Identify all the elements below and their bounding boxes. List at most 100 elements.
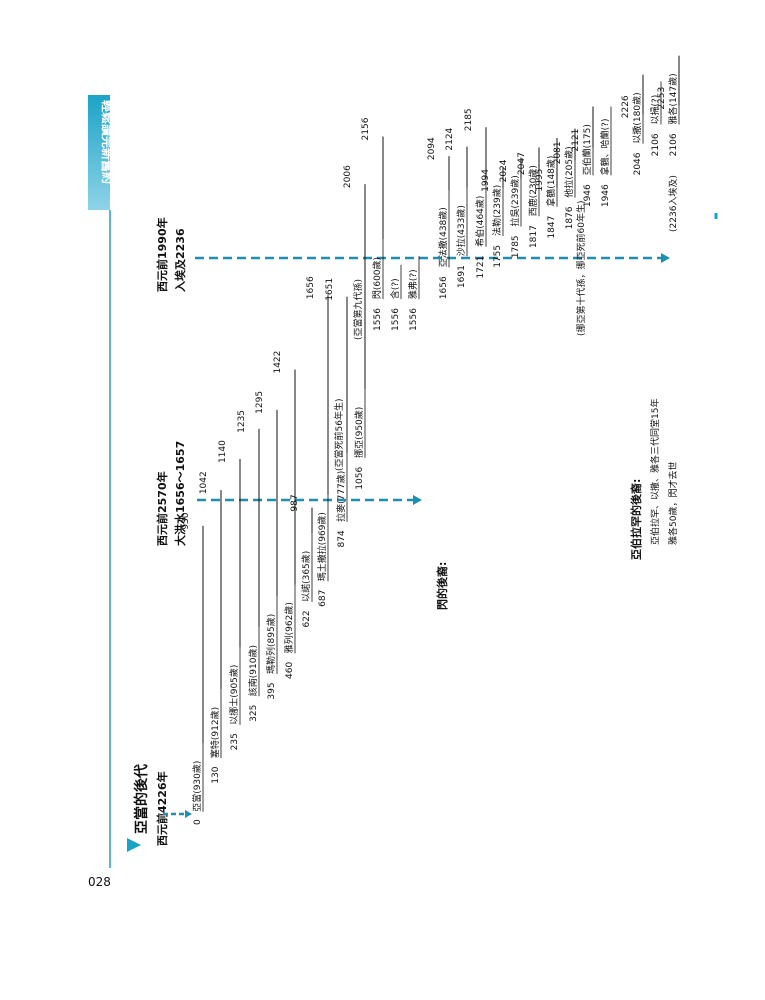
shem-line-row: 1847 拿鶴(148歲)1995 <box>535 137 558 239</box>
shem-line-row: 1755 法勒(239歲)1994 <box>481 167 504 268</box>
egypt-arrow-icon <box>661 253 670 263</box>
adam-line-name: 拉麥(777歲) <box>335 471 347 522</box>
adam-line-end-year: 1651 <box>325 278 335 301</box>
adam-line-name: 挪亞(950歲) <box>353 407 365 458</box>
adam-line-name: 瑪土撒拉(969歲) <box>316 512 328 581</box>
adam-line-name: 含(?) <box>389 278 401 299</box>
adam-line-row: 622 以諾(365歲) 987 <box>290 494 313 628</box>
abram-heading: 亞伯拉罕的後裔: <box>629 479 643 560</box>
abram-note-2: 雅各50歲，閃才去世 <box>667 462 679 545</box>
adam-line-start-year: 325 <box>249 705 259 722</box>
note-abram: (挪亞第十代孫，挪亞死前60年生) <box>575 201 587 336</box>
shem-heading: 閃的後裔: <box>435 562 449 610</box>
adam-line-start-year: 1556 <box>373 308 383 331</box>
shem-line-name: 他拉(205歲) <box>563 146 575 197</box>
abram-line-end-year: 2226 <box>621 95 631 118</box>
adam-line-row: 1556 雅弗(?) <box>407 256 420 331</box>
adam-line-start-year: 687 <box>318 590 328 607</box>
shem-line-name: 拿鶴、哈蘭(?) <box>599 119 611 176</box>
adam-line-start-year: 460 <box>285 661 295 678</box>
adam-line-row: 130 塞特(912歲) 1042 <box>199 471 222 784</box>
side-tab <box>88 95 110 210</box>
shem-line-start-year: 1721 <box>476 256 486 279</box>
abram-line-end-year: 2253 <box>657 87 667 110</box>
shem-line-end-year: 2124 <box>445 127 455 150</box>
shem-line-name: 沙拉(433歲) <box>455 205 467 256</box>
flood-arrow-icon <box>413 495 422 505</box>
shem-line-row: 1817 西鹿(230歲)2047 <box>517 147 540 248</box>
shem-line-start-year: 1785 <box>511 235 521 258</box>
adam-line-end-year: 987 <box>290 494 300 511</box>
abram-line-row: 2106 雅各(147歲)2253 <box>657 55 680 156</box>
egypt-dashed-line <box>195 253 670 263</box>
abram-line-start-year: 2106 <box>669 133 679 156</box>
adam-line-name: 雅列(962歲) <box>283 602 295 653</box>
adam-line-start-year: 1056 <box>355 467 365 490</box>
adam-line-start-year: 235 <box>230 733 240 750</box>
adam-line-end-year: 1656 <box>306 276 316 299</box>
abram-line-start-year: 2106 <box>651 133 661 156</box>
shem-line-row: 1721 希伯(464歲) 2185 <box>464 108 487 279</box>
adam-line-end-year: 2006 <box>343 165 353 188</box>
shem-line-start-year: 1755 <box>493 245 503 268</box>
shem-line-start-year: 1691 <box>457 265 467 288</box>
shem-line-end-year: 2121 <box>571 129 581 152</box>
adam-line-row: 1556 閃(600歲) 2156 <box>361 117 384 331</box>
title-arrow-icon <box>127 838 141 852</box>
adam-line-name: 該南(910歲) <box>247 645 259 696</box>
era-label-era-4226-line-0: 西元前4226年 <box>155 771 169 846</box>
abram-line-name: 以撒(180歲) <box>631 92 643 143</box>
adam-line-start-year: 1556 <box>409 308 419 331</box>
shem-line-row: 1946 拿鶴、哈蘭(?) <box>599 106 612 207</box>
shem-line-name: 希伯(464歲) <box>474 196 486 247</box>
shem-line-row: 1691 沙拉(433歲) 2124 <box>445 127 468 288</box>
abram-line-row: 2106 以掃(?) <box>650 81 662 156</box>
shem-line-name: 法勒(239歲) <box>491 185 503 236</box>
flood-dashed-line <box>197 495 422 505</box>
note-shem: (亞當第九代孫) <box>352 279 364 340</box>
abram-note-1: 亞伯拉罕、以撒、雅各三代同堂15年 <box>649 399 661 545</box>
shem-line-name: 拿鶴(148歲) <box>545 156 557 207</box>
page-title: 亞當的後代 <box>133 764 150 834</box>
adam-line-end-year: 1235 <box>237 410 247 433</box>
adam-line-start-year: 0 <box>193 819 203 825</box>
shem-line-row: 1656 亞法撒(438歲) 2094 <box>427 137 450 299</box>
abram-line-name: 以掃(?) <box>650 95 661 125</box>
abram-line-row: 2046 以撒(180歲)2226 <box>621 74 644 175</box>
shem-line-end-year: 2081 <box>553 141 563 164</box>
adam-line-row: 235 以挪士(905歲) 1140 <box>218 440 241 750</box>
shem-line-start-year: 1946 <box>583 184 593 207</box>
adam-line-row: 0 亞當(930歲) 930 <box>181 512 204 825</box>
era-label-era-1990-line-0: 西元前1990年 <box>155 217 169 292</box>
abram-line: 2046 以撒(180歲)2226 2106 以掃(?) 2106 雅各(147歲)225… <box>621 55 680 175</box>
shem-line-start-year: 1876 <box>565 206 575 229</box>
start-arrow-icon <box>185 810 192 818</box>
adam-line-end-year: 1422 <box>273 351 283 374</box>
egypt-note: (2236入埃及) <box>667 175 679 232</box>
adam-line-name: 雅弗(?) <box>407 269 419 299</box>
shem-line-end-year: 1995 <box>535 169 545 192</box>
shem-line-name: 亞法撒(438歲) <box>437 207 449 267</box>
adam-line-row: 687 瑪土撒拉(969歲) 1656 <box>306 276 329 607</box>
adam-line-start-year: 395 <box>267 682 277 699</box>
shem-line-row: 1946 亞伯蘭(175)2121 <box>571 106 594 207</box>
shem-line-row: 1876 他拉(205歲)2081 <box>553 128 576 229</box>
shem-line-start-year: 1817 <box>529 225 539 248</box>
shem-line-start-year: 1847 <box>547 216 557 239</box>
page-number: 028 <box>88 875 111 889</box>
adam-line-row: 460 雅列(962歲) 1422 <box>273 351 296 679</box>
shem-line: 1656 亞法撒(438歲) 2094 1691 沙拉(433歲) 2124 1721 希伯(… <box>427 106 612 299</box>
adam-line-name: 塞特(912歲) <box>209 707 221 758</box>
shem-line-name: 拉吳(239歲) <box>509 175 521 226</box>
era-label-era-2570-line-1: 大洪水1656～1657 <box>173 441 187 546</box>
adam-line-name: 閃(600歲) <box>371 257 383 299</box>
adam-line-row: 325 該南(910歲) 1235 <box>237 410 260 722</box>
adam-line-name: 以挪士(905歲) <box>228 665 240 725</box>
shem-line-end-year: 1994 <box>481 169 491 192</box>
note-methuselah: (亞當死前56年生) <box>333 399 345 471</box>
adam-line-name: 瑪勒列(895歲) <box>265 614 277 674</box>
shem-line-end-year: 2094 <box>427 137 437 160</box>
shem-line-end-year: 2024 <box>499 159 509 182</box>
start-dashed-line <box>163 810 192 818</box>
